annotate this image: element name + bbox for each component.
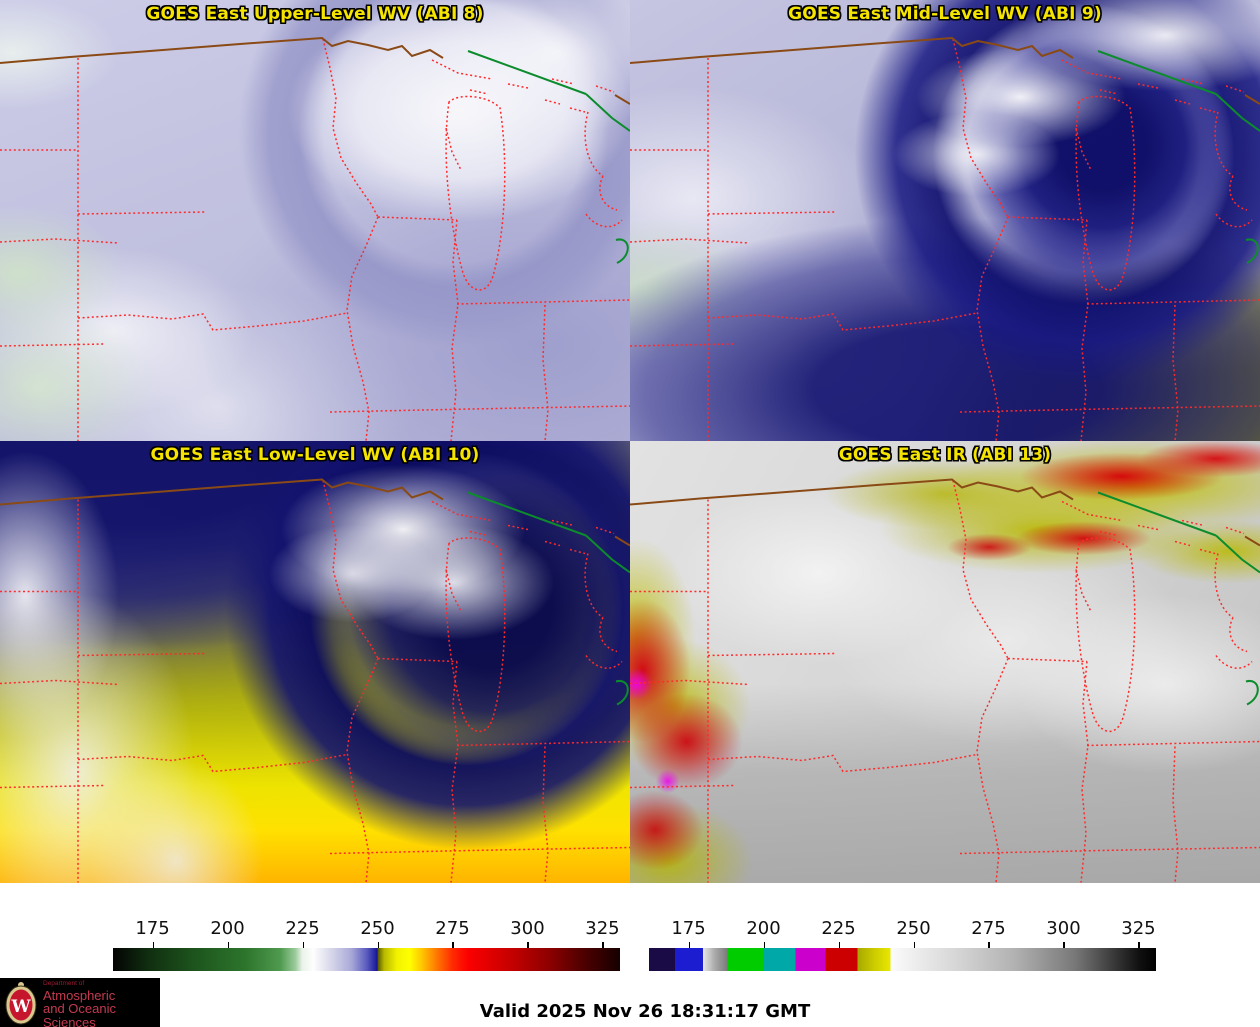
logo-name-line2: and Oceanic Sciences [43, 1001, 116, 1027]
ir-colorbar-tick-labels: 175 200 225 250 275 300 325 [649, 918, 1156, 940]
colorbar-tick-label: 225 [285, 918, 320, 939]
satellite-panel-abi8: GOES East Upper-Level WV (ABI 8) [0, 0, 630, 441]
colorbar-tick-mark [988, 942, 990, 948]
crest-letter: W [10, 997, 31, 1017]
ir-colorbar-gradient [649, 948, 1156, 971]
colorbar-tick-mark [152, 942, 155, 948]
state-borders-overlay [630, 37, 1260, 441]
colorbar-tick-mark [763, 942, 766, 948]
panel-title: GOES East IR (ABI 13) [838, 445, 1052, 465]
colorbar-tick-label: 300 [1046, 918, 1081, 939]
ir-colorbar-tick-marks [649, 942, 1156, 948]
panel-title: GOES East Low-Level WV (ABI 10) [150, 445, 480, 465]
colorbar-tick-label: 275 [435, 918, 470, 939]
colorbar-tick-label: 250 [896, 918, 931, 939]
colorbar-tick-label: 175 [135, 918, 170, 939]
panel-title: GOES East Upper-Level WV (ABI 8) [146, 4, 484, 24]
colorbar-tick-mark [838, 942, 841, 948]
state-borders-overlay [0, 478, 630, 883]
colorbar-tick-mark [377, 942, 379, 948]
logo-text: Department of Atmospheric and Oceanic Sc… [43, 980, 160, 1027]
wv-colorbar-tick-marks [113, 942, 620, 948]
state-borders-overlay [0, 37, 630, 441]
valid-time-label: Valid 2025 Nov 26 18:31:17 GMT [479, 1001, 811, 1022]
satellite-imagery-ir [630, 441, 1260, 883]
logo-name-line1: Atmospheric [43, 987, 116, 1003]
colorbar-tick-label: 300 [510, 918, 545, 939]
wv-colorbar-tick-labels: 175 200 225 250 275 300 325 [113, 918, 620, 940]
colorbar-tick-label: 200 [210, 918, 245, 939]
colorbar-tick-label: 175 [671, 918, 706, 939]
colorbar-tick-mark [452, 942, 454, 948]
colorbar-tick-mark [302, 942, 305, 948]
colorbar-tick-label: 225 [821, 918, 856, 939]
satellite-panel-abi13: GOES East IR (ABI 13) [630, 441, 1260, 883]
colorbar-tick-mark [227, 942, 230, 948]
satellite-imagery-mid-wv [630, 0, 1260, 441]
logo-department-label: Department of [43, 980, 85, 987]
panel-title: GOES East Mid-Level WV (ABI 9) [788, 4, 1102, 24]
colorbar-tick-label: 325 [1121, 918, 1156, 939]
colorbar-tick-mark [913, 942, 915, 948]
wv-colorbar-gradient [113, 948, 620, 971]
colorbar-tick-mark [1063, 942, 1065, 948]
ir-colorbar-legend: 175 200 225 250 275 300 325 [649, 918, 1156, 971]
colorbar-tick-label: 275 [971, 918, 1006, 939]
satellite-panel-abi10: GOES East Low-Level WV (ABI 10) [0, 441, 630, 883]
colorbar-tick-mark [688, 942, 691, 948]
colorbar-tick-mark [527, 942, 529, 948]
colorbar-tick-label: 250 [360, 918, 395, 939]
state-borders-overlay [630, 478, 1260, 883]
uw-aos-logo: W Department of Atmospheric and Oceanic … [0, 978, 160, 1027]
colorbar-tick-mark [1138, 942, 1140, 948]
wv-colorbar-legend: 175 200 225 250 275 300 325 [113, 918, 620, 971]
uw-crest-icon: W [5, 982, 37, 1025]
satellite-imagery-upper-wv [0, 0, 630, 441]
colorbar-tick-mark [602, 942, 604, 948]
satellite-panel-abi9: GOES East Mid-Level WV (ABI 9) [630, 0, 1260, 441]
colorbar-tick-label: 200 [746, 918, 781, 939]
satellite-imagery-low-wv [0, 441, 630, 883]
colorbar-tick-label: 325 [585, 918, 620, 939]
